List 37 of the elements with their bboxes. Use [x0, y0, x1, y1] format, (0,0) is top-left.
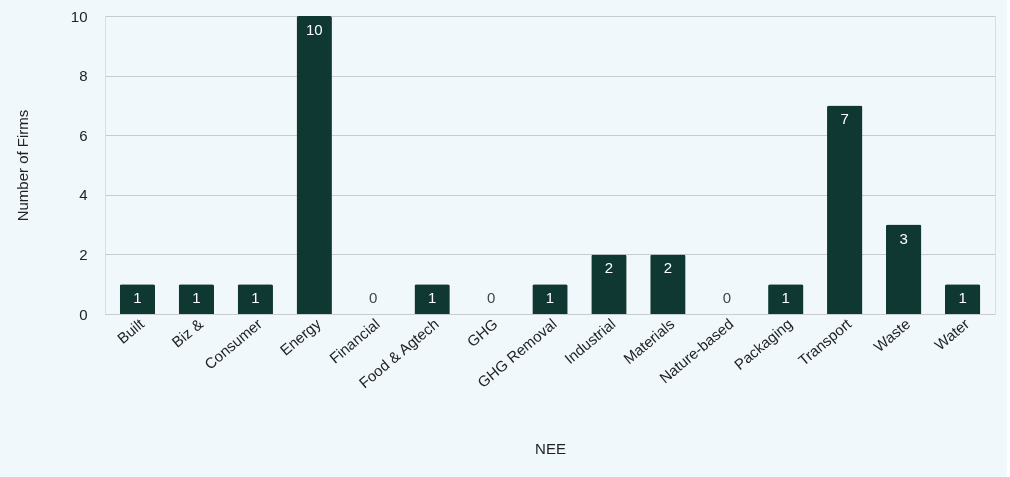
y-tick-label: 2: [79, 245, 88, 263]
data-label: 1: [427, 289, 437, 307]
bar: [532, 284, 568, 314]
x-axis-title: NEE: [535, 439, 566, 457]
y-axis-title: Number of Firms: [13, 109, 31, 222]
data-label: 1: [192, 289, 201, 307]
bar: [237, 284, 273, 314]
bar: [296, 16, 332, 314]
y-tick-label: 0: [79, 305, 88, 323]
data-label: 2: [604, 259, 614, 277]
x-tick-label: Built: [113, 314, 148, 347]
bar: [827, 105, 863, 314]
bar: [885, 224, 922, 314]
data-label: 0: [722, 289, 731, 306]
y-tick-label: 6: [79, 126, 88, 144]
data-label: 1: [133, 289, 142, 307]
data-label: 3: [899, 229, 908, 247]
bar: [768, 284, 804, 314]
data-label: 1: [958, 289, 967, 307]
data-label: 1: [781, 289, 790, 307]
data-label: 2: [663, 259, 673, 277]
bar: [591, 254, 627, 314]
bar: [944, 284, 981, 314]
bar: [119, 284, 156, 314]
bar: [178, 284, 215, 314]
x-tick-label: Biz &: [168, 314, 206, 351]
y-tick-label: 10: [70, 7, 88, 25]
bar: [650, 254, 686, 314]
bar: [414, 284, 450, 314]
data-label: 0: [369, 289, 378, 306]
data-label: 10: [305, 21, 323, 38]
data-label: 0: [486, 289, 496, 306]
y-tick-label: 8: [79, 67, 88, 85]
y-tick-label: 4: [79, 186, 88, 204]
data-label: 1: [545, 289, 555, 307]
data-label: 1: [251, 289, 260, 307]
data-label: 7: [840, 110, 849, 128]
